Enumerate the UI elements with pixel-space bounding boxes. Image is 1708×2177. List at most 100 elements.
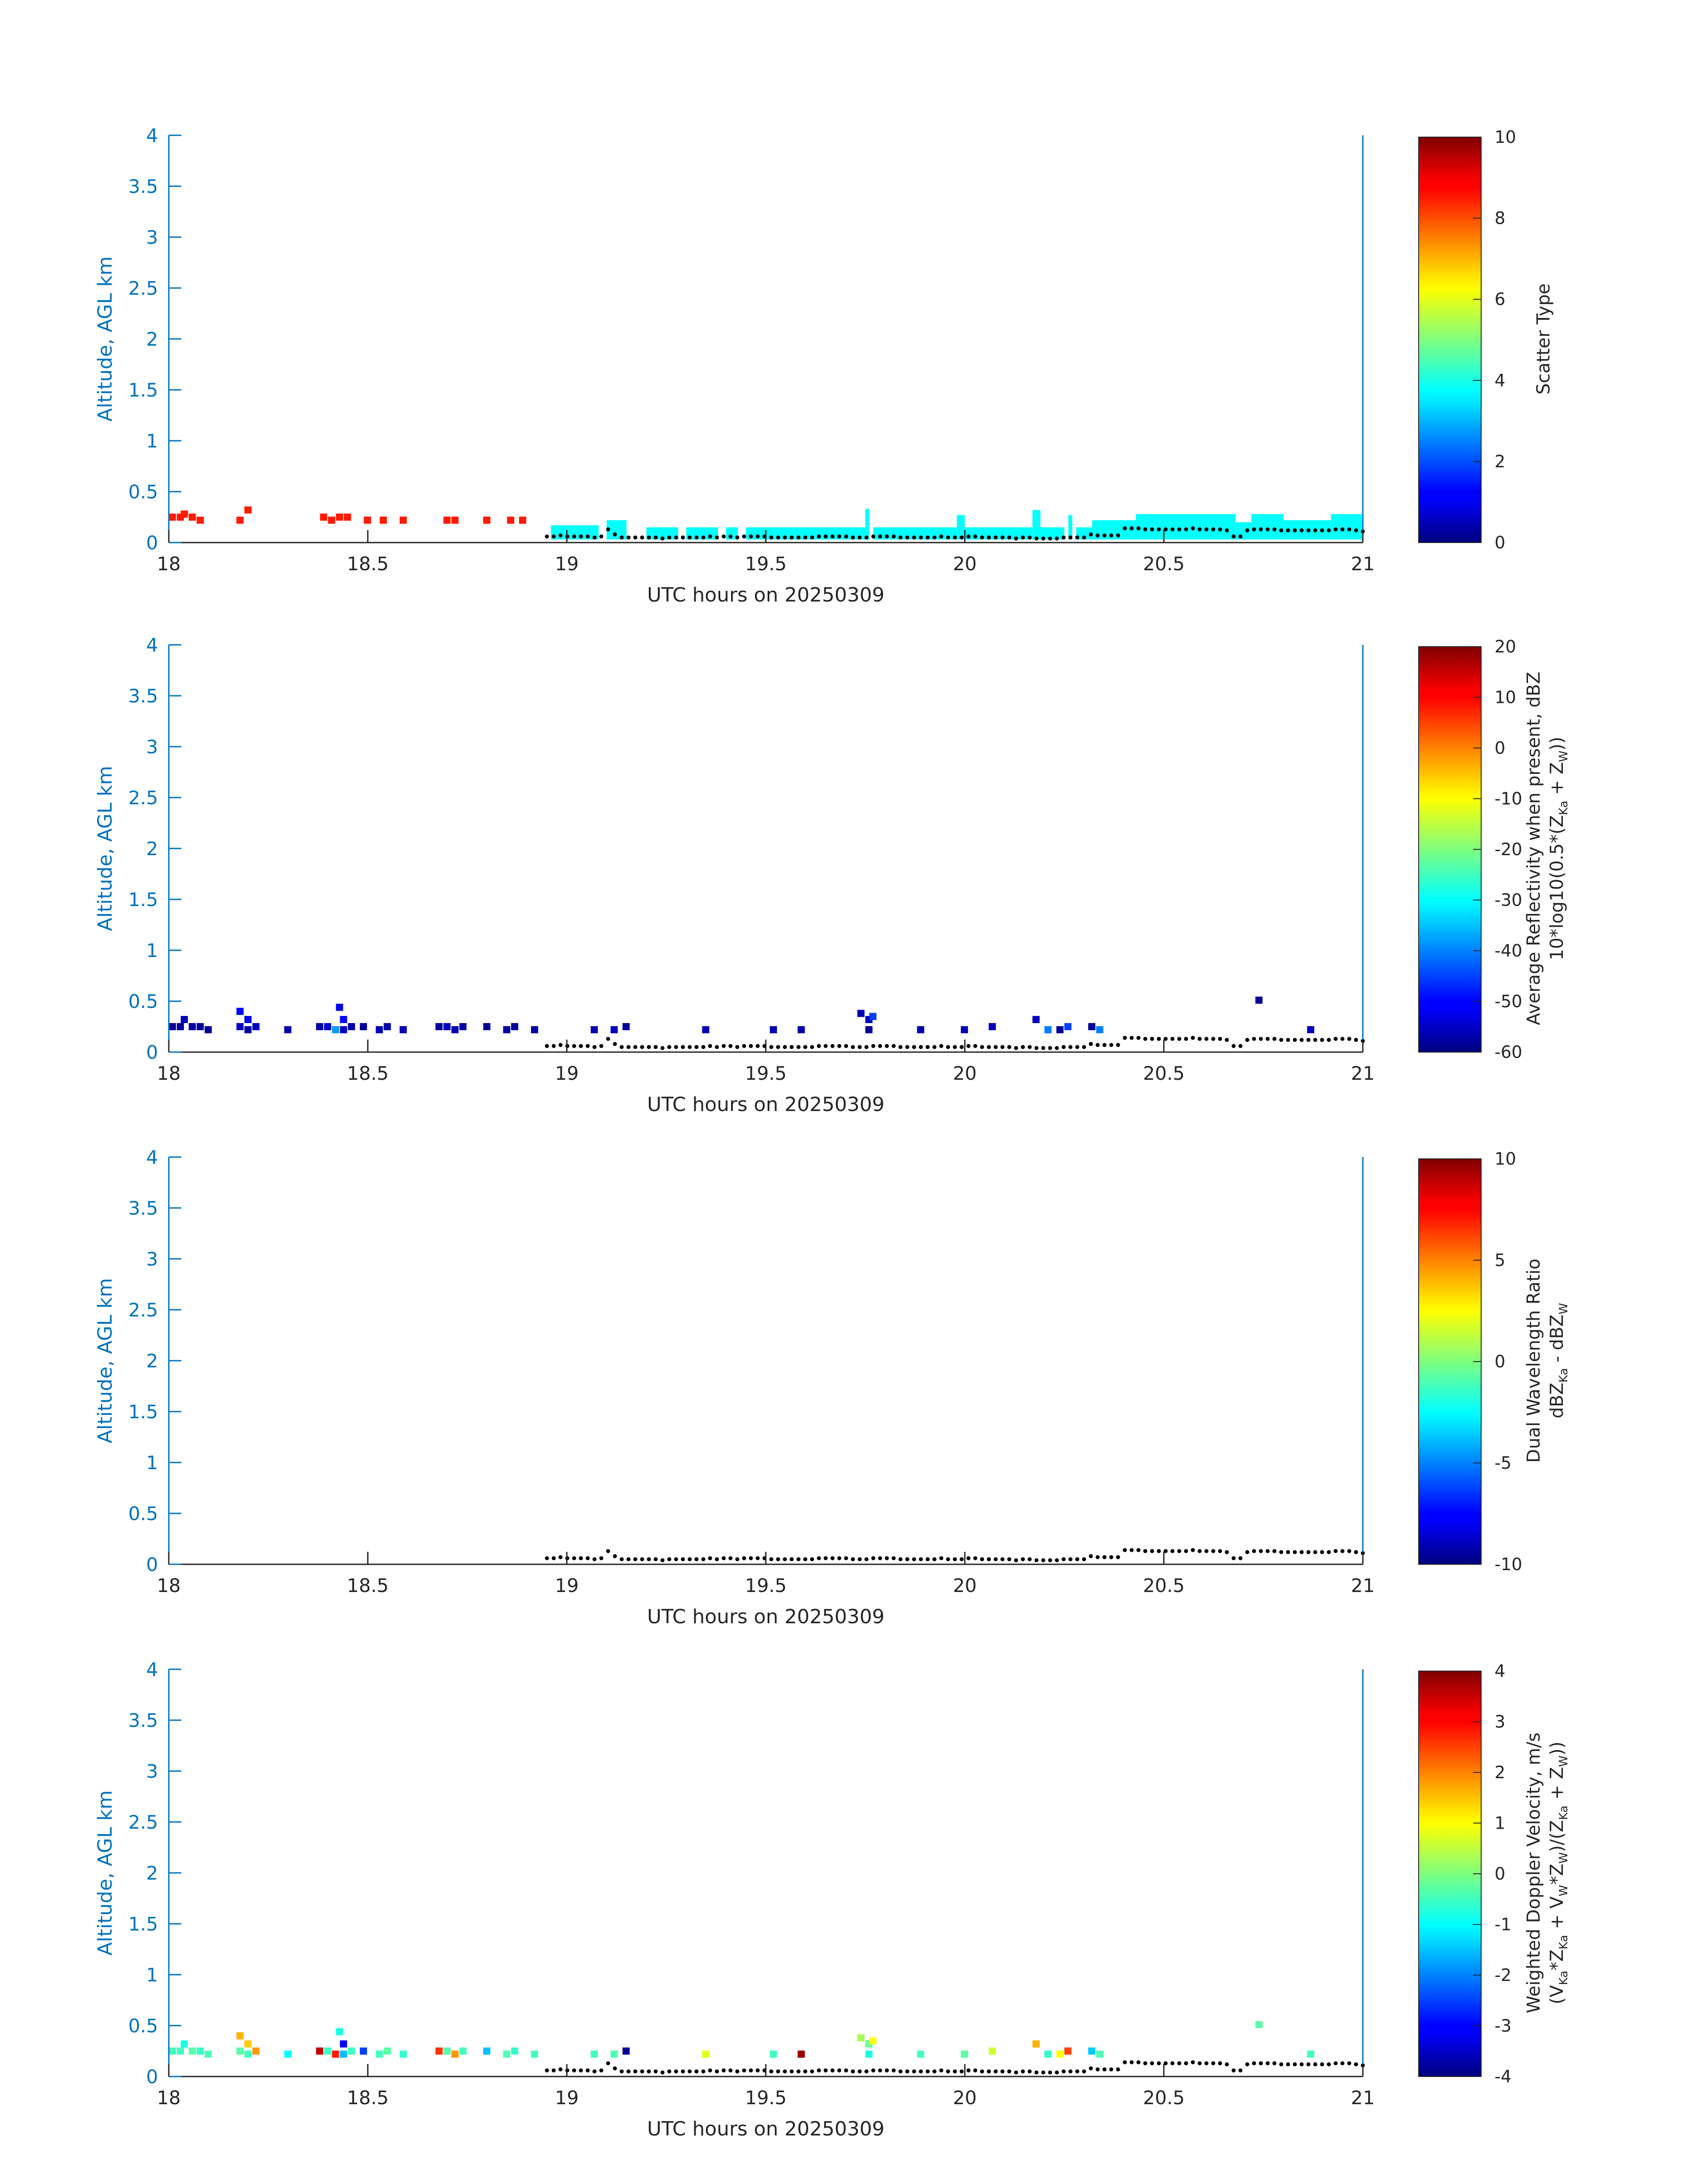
data-cell	[483, 2047, 491, 2055]
surface-dot	[756, 1556, 760, 1560]
colorbar-tick-label: 0	[1495, 1352, 1505, 1371]
surface-dot	[1027, 535, 1032, 540]
data-cell	[1096, 1026, 1103, 1033]
data-cell	[531, 2050, 539, 2058]
y-tick-label: 0.5	[128, 481, 158, 503]
surface-dot	[1245, 2062, 1249, 2067]
formula-part: *Z	[1547, 1949, 1567, 1970]
data-cell	[384, 2047, 391, 2055]
surface-dot	[728, 534, 733, 539]
surface-dot	[952, 1557, 957, 1562]
surface-dot	[1089, 1042, 1093, 1046]
surface-dot	[1218, 1549, 1222, 1553]
surface-dot	[647, 1557, 651, 1562]
data-cell	[503, 1026, 510, 1033]
surface-dot	[1340, 1549, 1345, 1553]
surface-dot	[952, 1045, 957, 1049]
y-tick-label: 4	[146, 634, 158, 656]
data-cell	[435, 1023, 443, 1030]
surface-dot	[1333, 2061, 1338, 2065]
surface-dot	[722, 1044, 726, 1048]
surface-dot	[1170, 1036, 1175, 1041]
surface-dot	[966, 1556, 971, 1560]
surface-dot	[932, 535, 937, 540]
surface-dot	[1265, 1549, 1270, 1553]
surface-dot	[688, 1557, 692, 1562]
surface-dot	[1347, 2061, 1352, 2065]
surface-dot	[1021, 2069, 1025, 2074]
surface-dot	[1055, 1558, 1059, 1563]
surface-dot	[1224, 1550, 1229, 1554]
surface-dot	[1198, 2061, 1202, 2065]
surface-dot	[925, 2069, 930, 2074]
y-tick-label: 4	[146, 1146, 158, 1168]
surface-dot	[1123, 526, 1127, 531]
surface-dot	[973, 1044, 977, 1048]
y-tick-label: 2.5	[128, 787, 158, 809]
y-tick-label: 0	[146, 1554, 158, 1575]
surface-dot	[1021, 1045, 1025, 1049]
y-tick-label: 1.5	[128, 889, 158, 911]
surface-dot	[640, 1557, 644, 1562]
data-cell	[1032, 1016, 1040, 1024]
x-tick-label: 19.5	[745, 1575, 787, 1596]
data-cell	[236, 2032, 244, 2039]
surface-dot	[1000, 1557, 1005, 1562]
data-cell	[960, 1026, 968, 1033]
surface-dot	[633, 1557, 638, 1562]
surface-dot	[783, 1557, 787, 1562]
data-cell	[511, 1023, 518, 1030]
surface-dot	[844, 534, 848, 539]
x-tick-label: 21	[1351, 1062, 1374, 1084]
surface-dot	[810, 1557, 814, 1562]
data-cell	[451, 1026, 459, 1033]
surface-dot	[674, 535, 678, 540]
x-axis-label: UTC hours on 20250309	[647, 584, 885, 606]
colorbar-tick-label: -40	[1495, 941, 1522, 961]
surface-dot	[973, 534, 977, 539]
surface-dot	[1170, 1549, 1175, 1553]
surface-dot	[1184, 1549, 1188, 1553]
surface-dot	[585, 1044, 590, 1048]
data-cell	[483, 516, 491, 524]
surface-dot	[776, 1557, 780, 1562]
surface-dot	[783, 1045, 787, 1049]
surface-dot	[1232, 1044, 1236, 1048]
surface-dot	[966, 2068, 971, 2073]
data-cell	[376, 1026, 383, 1033]
y-tick-label: 0	[146, 532, 158, 554]
surface-dot	[606, 2061, 610, 2065]
y-tick-label: 2.5	[128, 277, 158, 299]
surface-dot	[878, 1556, 882, 1560]
surface-dot	[994, 1045, 998, 1049]
surface-dot	[1252, 2061, 1256, 2065]
surface-dot	[708, 1556, 712, 1560]
surface-dot	[1211, 1036, 1215, 1041]
y-tick-label: 3.5	[128, 685, 158, 707]
data-cell	[511, 2047, 518, 2055]
data-cell	[865, 1026, 873, 1033]
surface-dot	[1238, 534, 1243, 539]
data-cell	[348, 1023, 355, 1030]
colorbar-tick-label: 5	[1495, 1250, 1505, 1270]
surface-dot	[701, 2069, 706, 2074]
surface-dot	[1272, 527, 1277, 531]
surface-dot	[1095, 533, 1100, 538]
surface-dot	[1259, 527, 1263, 531]
surface-dot	[1034, 1046, 1039, 1050]
surface-dot	[1224, 528, 1229, 533]
data-cell	[344, 514, 351, 521]
surface-dot	[1313, 1038, 1317, 1042]
data-cell	[205, 2050, 212, 2058]
surface-dot	[817, 2068, 821, 2073]
surface-dot	[932, 1045, 937, 1049]
band-segment	[1136, 514, 1236, 540]
surface-dot	[1109, 533, 1114, 538]
surface-dot	[1129, 2060, 1134, 2064]
surface-dot	[742, 2068, 746, 2073]
formula-part: )/(Z	[1547, 1820, 1567, 1852]
surface-dot	[667, 535, 672, 540]
surface-dot	[1136, 526, 1141, 531]
surface-dot	[885, 1556, 889, 1560]
surface-dot	[619, 535, 624, 540]
